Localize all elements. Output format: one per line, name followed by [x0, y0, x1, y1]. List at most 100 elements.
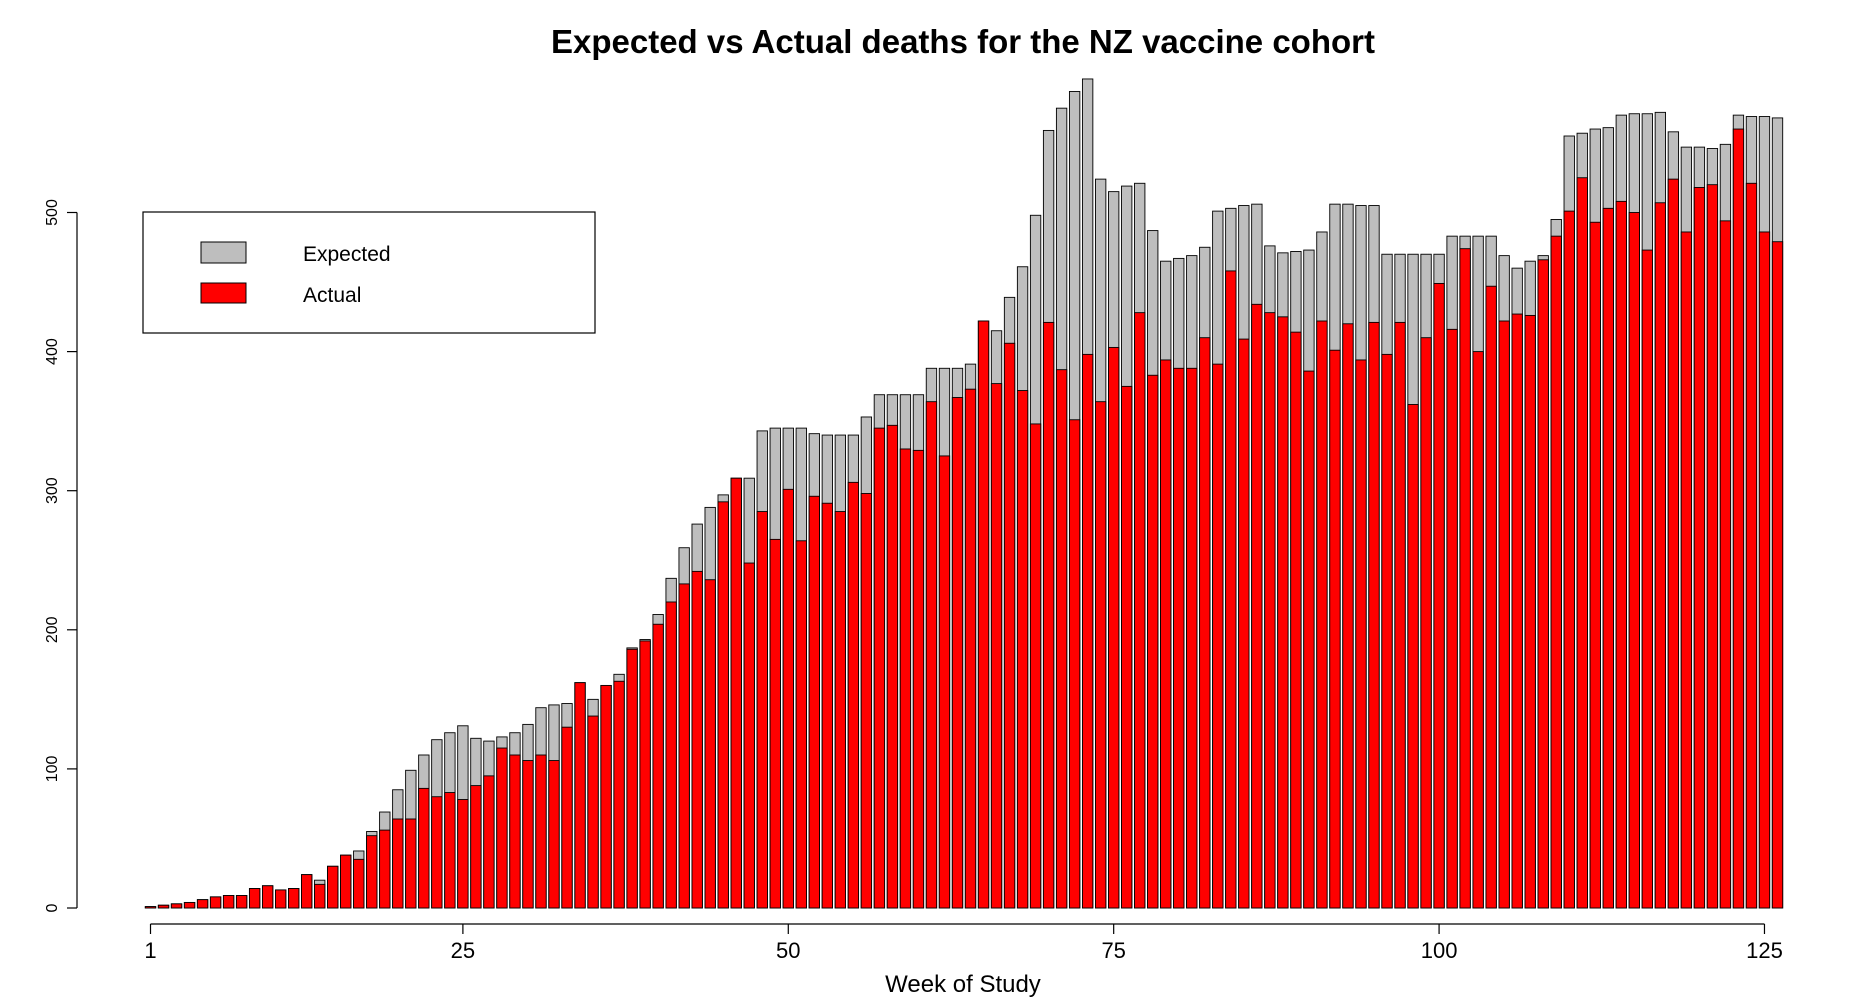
- bar-actual-week-12: [288, 888, 300, 909]
- bar-actual-week-49: [769, 538, 781, 909]
- bar-actual-week-87: [1264, 312, 1276, 909]
- bar-actual-week-113: [1602, 207, 1614, 909]
- bar-actual-week-56: [860, 493, 873, 909]
- bar-actual-week-40: [652, 623, 664, 909]
- bar-actual-week-115: [1628, 212, 1640, 909]
- bar-actual-week-21: [405, 818, 417, 909]
- bar-actual-week-121: [1706, 184, 1719, 909]
- bar-actual-week-63: [951, 397, 964, 909]
- bar-actual-week-62: [938, 455, 951, 909]
- bar-actual-week-50: [782, 488, 794, 909]
- chart-title: Expected vs Actual deaths for the NZ vac…: [551, 23, 1375, 60]
- bar-actual-week-32: [548, 760, 560, 909]
- bar-actual-week-45: [717, 501, 729, 909]
- bar-actual-week-37: [613, 680, 625, 909]
- bar-actual-week-73: [1081, 353, 1094, 909]
- bar-actual-week-92: [1329, 349, 1341, 909]
- bar-actual-week-36: [600, 684, 612, 909]
- bar-actual-week-23: [431, 796, 443, 909]
- bar-actual-week-30: [522, 760, 534, 909]
- x-axis-label: Week of Study: [885, 971, 1041, 998]
- bar-actual-week-31: [535, 754, 547, 909]
- bar-actual-week-13: [301, 874, 313, 909]
- bar-actual-week-44: [704, 579, 716, 909]
- bar-actual-week-29: [509, 754, 521, 909]
- legend-swatch-actual: [200, 282, 247, 304]
- bar-actual-week-3: [170, 903, 183, 909]
- bar-actual-week-16: [340, 854, 352, 909]
- bar-actual-week-110: [1563, 210, 1575, 909]
- bar-actual-week-118: [1667, 178, 1680, 909]
- bar-actual-week-42: [678, 583, 690, 909]
- bar-actual-week-70: [1042, 321, 1055, 909]
- bar-actual-week-82: [1199, 337, 1211, 909]
- bar-actual-week-65: [977, 320, 990, 909]
- bar-actual-week-116: [1641, 249, 1653, 909]
- bar-actual-week-6: [209, 896, 222, 909]
- bar-actual-week-83: [1212, 363, 1224, 909]
- bar-actual-week-47: [743, 562, 755, 909]
- bar-actual-week-5: [196, 899, 209, 909]
- bar-actual-week-66: [990, 383, 1003, 909]
- bar-actual-week-53: [821, 502, 833, 909]
- x-tick-label: 100: [1421, 938, 1458, 963]
- bar-actual-week-48: [756, 511, 768, 909]
- bar-actual-week-90: [1303, 370, 1315, 909]
- bar-actual-week-100: [1433, 282, 1445, 909]
- y-axis: 0 100 200 300 400 500: [44, 199, 78, 912]
- bar-actual-week-94: [1355, 359, 1367, 909]
- bar-actual-week-64: [964, 388, 977, 909]
- bar-actual-week-114: [1615, 200, 1627, 909]
- bar-actual-week-55: [847, 481, 860, 909]
- bar-actual-week-101: [1446, 328, 1458, 909]
- bar-actual-week-17: [353, 858, 365, 909]
- bar-actual-week-33: [561, 726, 573, 909]
- bar-actual-week-80: [1173, 367, 1185, 909]
- bar-actual-week-81: [1186, 367, 1198, 909]
- bars-group: [144, 78, 1784, 909]
- y-tick-label: 100: [44, 755, 61, 782]
- legend: Expected Actual: [142, 211, 596, 334]
- bar-actual-week-93: [1342, 323, 1354, 909]
- bar-actual-week-119: [1680, 231, 1693, 909]
- bar-actual-week-75: [1108, 346, 1120, 909]
- bar-actual-week-111: [1576, 177, 1588, 909]
- x-tick-label: 125: [1746, 938, 1783, 963]
- bar-actual-week-91: [1316, 320, 1328, 909]
- bar-actual-week-95: [1368, 321, 1380, 909]
- bar-actual-week-18: [366, 835, 378, 909]
- bar-actual-week-88: [1277, 316, 1289, 909]
- legend-box: [142, 211, 596, 334]
- y-tick-label: 500: [44, 199, 61, 226]
- bar-actual-week-4: [183, 901, 196, 909]
- bar-actual-week-22: [418, 787, 430, 909]
- legend-swatch-expected: [200, 241, 247, 264]
- bar-actual-week-97: [1394, 321, 1406, 909]
- bar-actual-week-39: [639, 640, 651, 909]
- bar-actual-week-108: [1537, 259, 1549, 909]
- bar-actual-week-10: [261, 885, 274, 909]
- bar-actual-week-72: [1068, 419, 1081, 909]
- bar-actual-week-102: [1459, 248, 1471, 909]
- bar-actual-week-98: [1407, 404, 1419, 909]
- bar-actual-week-52: [808, 495, 820, 909]
- bar-actual-week-1: [144, 906, 157, 909]
- bar-actual-week-89: [1290, 331, 1302, 909]
- bar-actual-week-7: [222, 895, 235, 909]
- bar-actual-week-24: [444, 792, 456, 909]
- x-tick-label: 1: [144, 938, 156, 963]
- bar-actual-week-51: [795, 540, 807, 909]
- bar-actual-week-126: [1771, 241, 1784, 909]
- bar-actual-week-26: [470, 785, 482, 909]
- bar-actual-week-61: [925, 401, 938, 909]
- legend-label-actual: Actual: [303, 284, 361, 307]
- bar-actual-week-19: [379, 829, 391, 909]
- bar-actual-week-60: [912, 449, 925, 909]
- bar-actual-week-79: [1160, 359, 1172, 909]
- bar-actual-week-9: [248, 888, 261, 909]
- bar-actual-week-46: [730, 477, 742, 909]
- bar-actual-week-8: [235, 895, 248, 909]
- bar-actual-week-112: [1589, 221, 1601, 909]
- x-tick-label: 50: [776, 938, 800, 963]
- bar-actual-week-67: [1003, 342, 1016, 909]
